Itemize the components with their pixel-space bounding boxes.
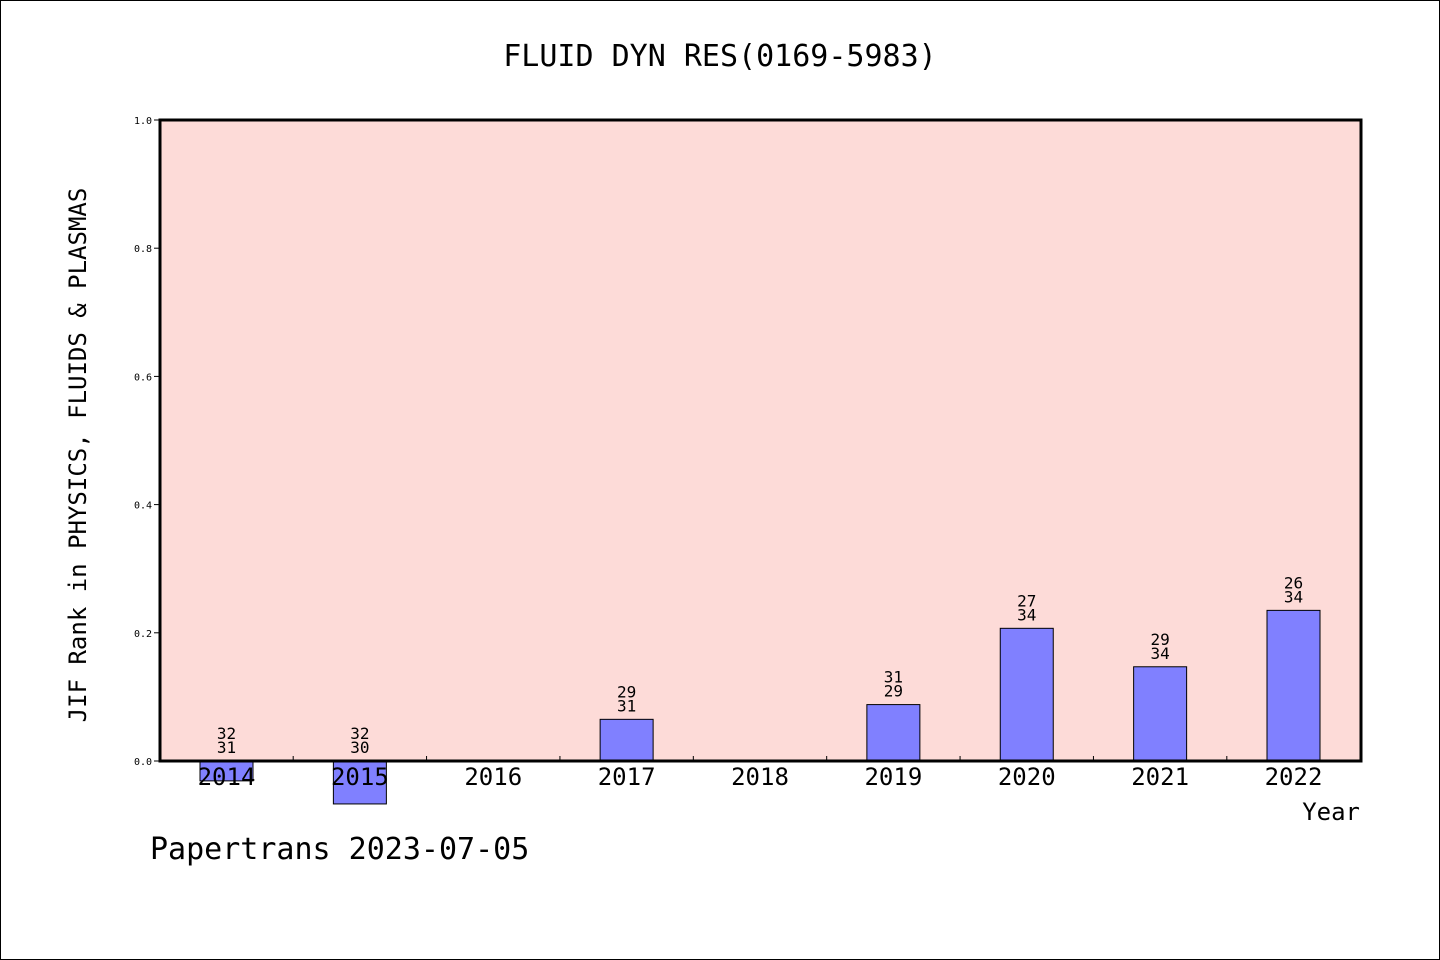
- bar-rank-label-2020: 27: [1017, 591, 1036, 610]
- plot-border: [158, 118, 1363, 763]
- y-tick-label: 0.8: [134, 244, 152, 255]
- bar-2021: [1133, 666, 1188, 762]
- y-tick-label: 1.0: [134, 116, 152, 127]
- bars-layer: [199, 609, 1321, 805]
- x-tick-label-2017: 2017: [598, 763, 656, 791]
- bar-rank-label-2017: 29: [617, 682, 636, 701]
- bar-total-label-2019: 29: [884, 682, 903, 701]
- y-tick-label: 0.4: [134, 501, 152, 512]
- x-tick-label-2020: 2020: [998, 763, 1056, 791]
- x-tick-label-2021: 2021: [1131, 763, 1189, 791]
- bar-rank-label-2021: 29: [1150, 630, 1169, 649]
- bar-rank-label-2015: 32: [350, 724, 369, 743]
- bar-total-label-2017: 31: [617, 696, 636, 715]
- footer-text: Papertrans 2023-07-05: [150, 832, 530, 867]
- chart-title: FLUID DYN RES(0169-5983): [503, 39, 936, 74]
- x-tick-label-2016: 2016: [464, 763, 522, 791]
- bar-total-label-2020: 34: [1017, 605, 1036, 624]
- y-axis-label: JIF Rank in PHYSICS, FLUIDS & PLASMAS: [64, 188, 92, 723]
- bar-2017: [599, 718, 654, 762]
- x-tick-label-2019: 2019: [864, 763, 922, 791]
- bar-rank-label-2014: 32: [217, 724, 236, 743]
- x-tick-label-2014: 2014: [198, 763, 256, 791]
- y-tick-label: 0.0: [134, 757, 152, 768]
- plot-area: [160, 120, 1361, 761]
- y-tick-label: 0.6: [134, 372, 152, 383]
- bar-total-label-2015: 30: [350, 738, 369, 757]
- x-tick-label-2018: 2018: [731, 763, 789, 791]
- bar-total-label-2014: 31: [217, 738, 236, 757]
- bar-rank-label-2019: 31: [884, 668, 903, 687]
- bar-2022: [1266, 609, 1321, 762]
- bar-2020: [999, 627, 1054, 762]
- bar-2019: [866, 704, 921, 762]
- x-tick-label-2022: 2022: [1265, 763, 1323, 791]
- x-axis-label: Year: [1302, 798, 1360, 826]
- x-axis: 2014 2015 2016 2017 2018 2019 2020 2021 2022: [198, 756, 1323, 791]
- y-tick-label: 0.2: [134, 629, 152, 640]
- bar-rank-label-2022: 26: [1284, 573, 1303, 592]
- bar-total-label-2021: 34: [1150, 644, 1169, 663]
- x-tick-label-2015: 2015: [331, 763, 389, 791]
- y-axis: 0.0 0.2 0.4 0.6 0.8 1.0: [134, 116, 160, 768]
- bar-total-label-2022: 34: [1284, 587, 1303, 606]
